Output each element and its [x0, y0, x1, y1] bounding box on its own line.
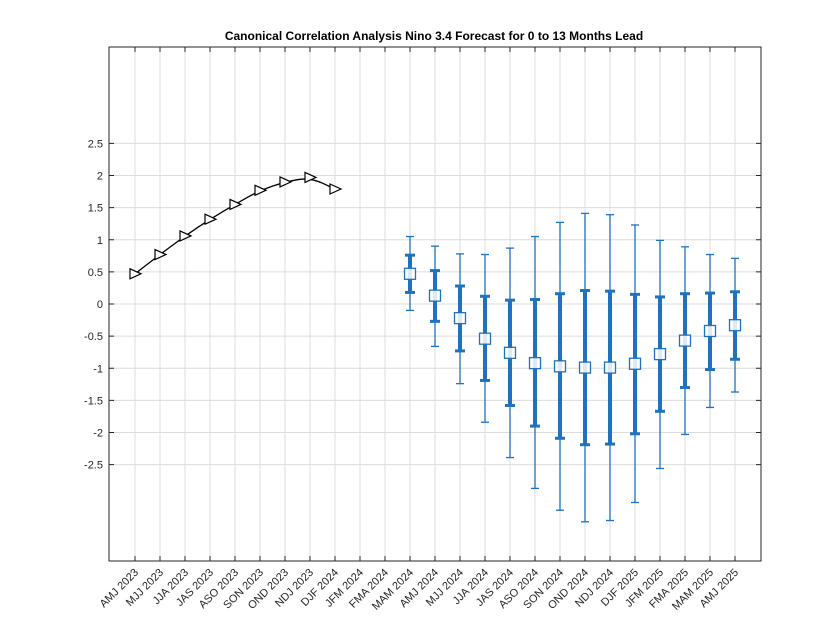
y-tick-label: 0 [97, 299, 103, 311]
forecast-marker [553, 360, 567, 373]
observed-series [129, 171, 343, 280]
y-tick-label: -2 [93, 428, 103, 440]
forecast-marker [603, 361, 617, 374]
forecast-series [403, 212, 742, 523]
forecast-point [428, 245, 442, 348]
forecast-point [603, 214, 617, 522]
y-tick-label: 0.5 [88, 267, 103, 279]
forecast-point [503, 247, 517, 459]
y-tick-label: -1 [93, 363, 103, 375]
forecast-point [653, 239, 667, 470]
forecast-point [453, 253, 467, 385]
forecast-marker [453, 311, 467, 325]
forecast-point [403, 235, 417, 312]
forecast-marker [678, 334, 692, 347]
forecast-point [578, 212, 592, 523]
forecast-marker [403, 267, 417, 280]
forecast-marker [478, 332, 492, 345]
forecast-marker [428, 289, 442, 302]
forecast-point [628, 224, 642, 504]
observed-marker [179, 229, 193, 242]
chart-title: Canonical Correlation Analysis Nino 3.4 … [225, 29, 643, 43]
observed-marker [304, 171, 318, 184]
forecast-marker [653, 347, 667, 361]
y-tick-label: -1.5 [84, 395, 103, 407]
y-tick-label: 1.5 [88, 203, 103, 215]
y-tick-label: 2 [97, 171, 103, 183]
observed-marker [254, 184, 268, 197]
forecast-marker [728, 319, 742, 332]
observed-marker [129, 267, 143, 280]
forecast-point [553, 221, 567, 511]
forecast-marker [578, 361, 592, 374]
y-tick-label: -2.5 [84, 460, 103, 472]
forecast-point [528, 235, 542, 490]
forecast-marker [703, 324, 717, 338]
observed-marker [229, 198, 243, 211]
forecast-point [478, 253, 492, 423]
observed-marker [329, 183, 343, 195]
y-tick-label: -0.5 [84, 331, 103, 343]
forecast-point [678, 246, 692, 436]
forecast-point [703, 253, 717, 409]
observed-marker [154, 248, 168, 261]
forecast-marker [503, 346, 517, 359]
forecast-marker [528, 356, 542, 370]
forecast-marker [628, 357, 642, 370]
y-tick-label: 1 [97, 235, 103, 247]
observed-marker [279, 175, 293, 188]
observed-marker [204, 213, 218, 226]
y-tick-label: 2.5 [88, 138, 103, 150]
y-axis-ticks: 2.5 2 1.5 1 0.5 0 -0.5 -1 -1.5 -2 -2.5 [84, 138, 761, 472]
forecast-point [728, 257, 742, 393]
